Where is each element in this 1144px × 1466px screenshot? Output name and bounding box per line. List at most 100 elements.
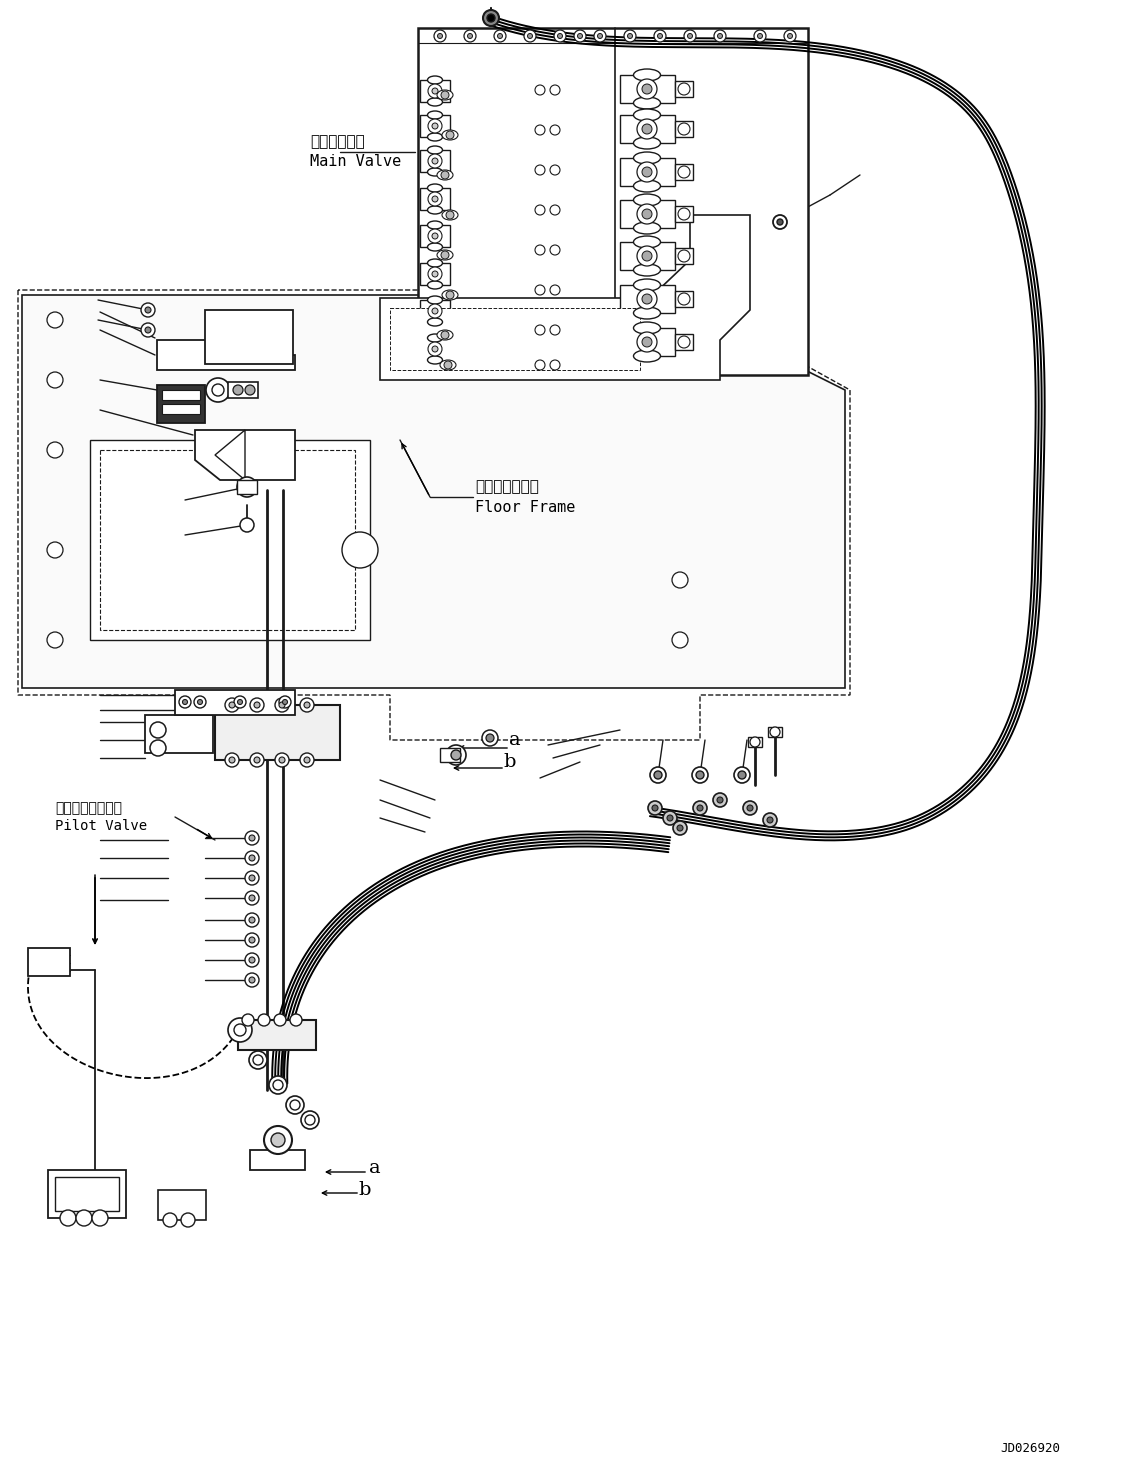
Bar [420,114,450,136]
Bar [748,737,762,748]
Circle shape [271,1133,285,1146]
Circle shape [279,696,291,708]
Circle shape [637,246,657,265]
Circle shape [550,245,561,255]
Circle shape [446,130,454,139]
Circle shape [342,532,378,567]
Circle shape [47,443,63,457]
Circle shape [678,166,690,177]
Circle shape [428,342,442,356]
Circle shape [145,306,151,314]
Circle shape [300,754,313,767]
Ellipse shape [428,259,443,267]
Text: フロアフレーム: フロアフレーム [475,479,539,494]
Bar [157,386,205,424]
Circle shape [688,34,692,38]
Circle shape [428,84,442,98]
Circle shape [486,734,494,742]
Bar [158,1190,206,1220]
Circle shape [446,745,466,765]
Circle shape [535,284,545,295]
Circle shape [283,699,287,705]
Circle shape [574,29,586,43]
Bar [768,727,782,737]
Ellipse shape [634,323,660,334]
Circle shape [264,1126,292,1154]
Circle shape [535,85,545,95]
Circle shape [249,957,255,963]
Circle shape [766,817,773,822]
Circle shape [557,34,563,38]
Text: メインバルブ: メインバルブ [310,135,365,150]
Circle shape [597,34,603,38]
Text: b: b [359,1182,372,1199]
Circle shape [535,325,545,336]
Circle shape [678,84,690,95]
Bar [420,339,450,361]
Ellipse shape [428,207,443,214]
Circle shape [235,1023,246,1036]
Polygon shape [390,308,639,369]
Ellipse shape [437,170,453,180]
Ellipse shape [634,350,660,362]
Bar [420,188,450,210]
Circle shape [59,1209,76,1226]
Circle shape [228,1017,252,1042]
Polygon shape [380,216,750,380]
Circle shape [697,805,704,811]
Bar [175,690,295,715]
Circle shape [225,698,239,712]
Circle shape [235,696,246,708]
Circle shape [678,336,690,347]
Circle shape [554,29,566,43]
Bar [205,309,293,364]
Circle shape [594,29,606,43]
Ellipse shape [634,152,660,164]
Circle shape [642,125,652,133]
Ellipse shape [428,243,443,251]
Circle shape [183,699,188,705]
Circle shape [225,754,239,767]
Circle shape [245,913,259,927]
Bar [675,164,693,180]
Circle shape [713,793,726,806]
Circle shape [757,34,763,38]
Circle shape [696,771,704,778]
Circle shape [642,251,652,261]
Ellipse shape [442,290,458,301]
Bar [420,262,450,284]
Circle shape [650,767,666,783]
Circle shape [245,973,259,987]
Circle shape [550,85,561,95]
Circle shape [672,632,688,648]
Circle shape [47,312,63,328]
Circle shape [432,196,438,202]
Bar [620,114,675,144]
Bar [90,440,370,641]
Circle shape [279,702,285,708]
Circle shape [245,953,259,968]
Circle shape [428,267,442,281]
Ellipse shape [634,279,660,290]
Bar [27,949,70,976]
Circle shape [305,1116,315,1124]
Circle shape [245,386,255,394]
Circle shape [428,119,442,133]
Circle shape [245,831,259,844]
Bar [145,715,213,754]
Circle shape [550,125,561,135]
Ellipse shape [634,221,660,235]
Circle shape [692,767,708,783]
Circle shape [181,1212,194,1227]
Bar [675,207,693,221]
Bar [237,479,257,494]
Circle shape [482,730,498,746]
Circle shape [259,1014,270,1026]
Bar [620,284,675,314]
Text: Floor Frame: Floor Frame [475,500,575,515]
Ellipse shape [634,69,660,81]
Circle shape [658,34,662,38]
Circle shape [550,205,561,216]
Circle shape [238,699,243,705]
Circle shape [249,1051,267,1069]
